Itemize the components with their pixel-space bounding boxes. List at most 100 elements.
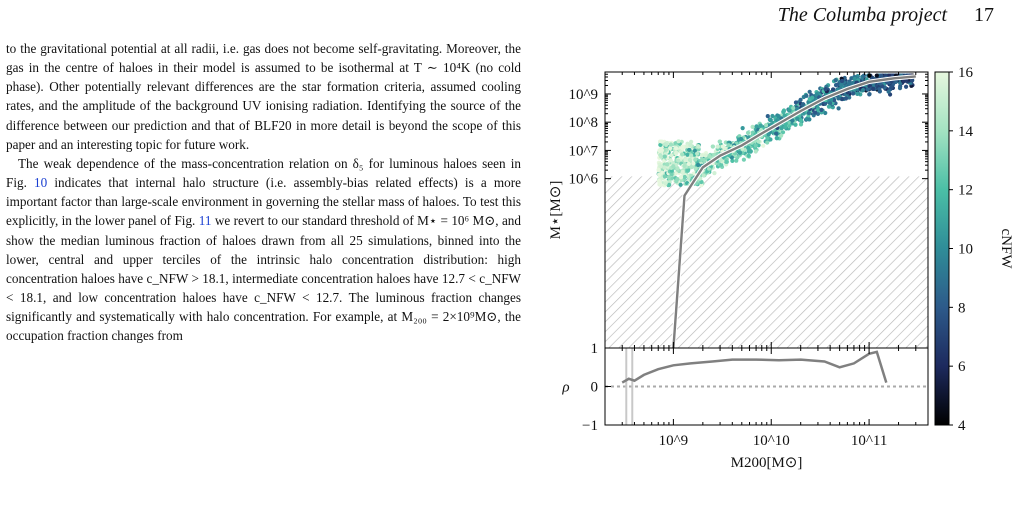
scatter-point (810, 95, 815, 100)
y-tick-label: 1 (591, 341, 599, 357)
scatter-point (662, 165, 667, 170)
scatter-point (685, 168, 690, 173)
scatter-point (710, 144, 715, 149)
scatter-point (836, 106, 841, 111)
scatter-point (699, 157, 705, 162)
scatter-point (662, 154, 667, 159)
scatter-point (683, 158, 688, 163)
scatter-point (826, 104, 832, 109)
scatter-point (903, 84, 909, 89)
scatter-point (657, 178, 662, 184)
scatter-point (909, 78, 915, 83)
rho-axis-label: ρ (561, 380, 569, 396)
scatter-point (840, 78, 845, 84)
scatter-point (753, 149, 758, 154)
scatter-point (669, 172, 674, 177)
scatter-point (682, 163, 687, 169)
scatter-point (774, 135, 779, 141)
scatter-point (748, 149, 753, 154)
scatter-point (886, 89, 891, 94)
scatter-point (680, 152, 685, 157)
figure-ref-11-link[interactable]: 11 (198, 213, 212, 229)
scatter-point (669, 153, 674, 158)
scatter-point (699, 179, 704, 185)
scatter-point (659, 148, 664, 153)
scatter-point (828, 101, 833, 106)
paragraph-2-part-c: we revert to our standard threshold of M… (6, 213, 521, 344)
scatter-point (898, 81, 903, 86)
scatter-point (897, 85, 903, 91)
x-tick-label: 10^9 (659, 433, 689, 449)
figure-ref-10-link[interactable]: 10 (34, 175, 48, 191)
median-line (672, 75, 916, 349)
scatter-point (695, 151, 700, 156)
colorbar-tick-label: 4 (958, 418, 966, 434)
scatter-point (879, 73, 884, 78)
scatter-point (657, 172, 662, 177)
scatter-point (761, 143, 766, 148)
colorbar-label: cNFW (998, 229, 1014, 270)
scatter-point (689, 153, 694, 158)
scatter-point (706, 166, 712, 171)
scatter-point (673, 146, 679, 151)
paragraph-2-part-b: indicates that internal halo structure (… (6, 175, 521, 229)
scatter-point (658, 164, 663, 169)
scatter-point (745, 130, 751, 136)
scatter-point (693, 157, 698, 162)
scatter-point (726, 143, 731, 148)
scatter-point (807, 89, 812, 94)
scatter-point (843, 96, 849, 101)
scatter-point (800, 102, 806, 107)
scatter-point (687, 157, 693, 162)
x-axis-label: M200[M⊙] (731, 455, 803, 471)
x-tick-label: 10^10 (753, 433, 790, 449)
scatter-point (746, 153, 751, 158)
scatter-point (791, 105, 796, 111)
scatter-point (779, 133, 784, 138)
scatter-point (691, 161, 696, 166)
paragraph-2-part-a: The weak dependence of the mass-concentr… (6, 155, 521, 191)
scatter-point (855, 91, 860, 96)
scatter-point (664, 142, 669, 147)
scatter-point (658, 142, 663, 148)
scatter-point (865, 87, 870, 92)
running-title: The Columba project (777, 4, 947, 26)
scatter-point (861, 73, 867, 78)
figure-11: 10^9 10^10 10^11 1 10^6 10^7 10^8 10^9 −1 0 M200[M… (530, 60, 1024, 500)
page-header: The Columba project 17 (778, 4, 994, 27)
scatter-point (685, 152, 690, 157)
y-tick-label: 10^8 (568, 115, 598, 131)
scatter-point (696, 162, 701, 167)
scatter-point (855, 73, 860, 79)
scatter-point (730, 158, 735, 163)
scatter-point (723, 159, 729, 164)
scatter-point (668, 142, 674, 147)
scatter-point (775, 118, 780, 123)
figure-svg: 10^9 10^10 10^11 1 10^6 10^7 10^8 10^9 −1 0 M200[M… (548, 65, 1014, 471)
colorbar-tick-label: 14 (958, 124, 974, 140)
scatter-point (680, 169, 685, 175)
scatter-point (776, 114, 781, 119)
paragraph-1: to the gravitational potential at all ra… (6, 41, 521, 152)
scatter-point (750, 124, 755, 129)
y-tick-label: 10^6 (568, 172, 598, 188)
scatter-point (782, 113, 787, 118)
scatter-point (673, 141, 678, 146)
scatter-point (688, 143, 693, 148)
rho-tick-label: −1 (582, 418, 598, 434)
scatter-point (847, 81, 852, 86)
paragraph-2: The weak dependence of the mass-concentr… (6, 154, 521, 346)
scatter-point (718, 157, 723, 162)
scatter-point (699, 182, 704, 188)
scatter-point (867, 92, 872, 97)
colorbar (934, 71, 950, 426)
scatter-point (741, 157, 746, 162)
scatter-point (715, 144, 720, 149)
scatter-point (740, 126, 745, 131)
scatter-point (823, 87, 828, 92)
scatter-point (831, 87, 836, 92)
scatter-point (806, 110, 811, 116)
scatter-point (765, 140, 770, 145)
scatter-point (768, 117, 773, 123)
scatter-point (729, 155, 734, 160)
